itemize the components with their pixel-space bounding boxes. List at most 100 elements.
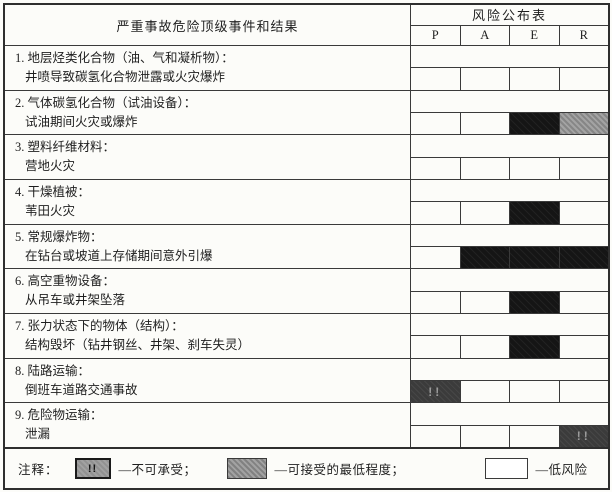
hazard-result: 在钻台或坡道上存储期间意外引爆 (25, 248, 213, 263)
risk-cell-r (560, 292, 609, 313)
risk-cell-a (461, 336, 510, 358)
hazard-event: 5. 常规爆炸物： (15, 229, 103, 244)
hazard-cell: 5. 常规爆炸物： 在钻台或坡道上存储期间意外引爆 (5, 224, 411, 269)
hazard-cell: 7. 张力状态下的物体（结构）： 结构毁坏（钻井钢丝、井架、刹车失灵） (5, 314, 411, 358)
risk-cell-e (510, 68, 560, 90)
risk-cells: !! (411, 380, 608, 403)
risk-cells (411, 112, 608, 135)
risk-cell-p (411, 202, 461, 224)
hazard-event: 1. 地层烃类化合物（油、气和凝析物）： (15, 51, 234, 65)
hazard-cell: 6. 高空重物设备： 从吊车或井架坠落 (5, 269, 411, 314)
risk-strip (411, 269, 608, 290)
risk-cell-group: !! (411, 359, 608, 403)
risk-cell-e (510, 336, 560, 358)
risk-cell-a (461, 202, 510, 224)
hazard-result: 试油期间火灾或爆炸 (25, 114, 138, 129)
risk-cells (411, 246, 608, 269)
hazard-event: 4. 干燥植被： (15, 185, 91, 200)
legend-swatch-min-acceptable (226, 458, 267, 479)
risk-cell-p (411, 336, 461, 358)
column-header-e: E (510, 25, 560, 45)
table-row: 3. 塑料纤维材料： 营地火灾 (5, 134, 609, 180)
hazard-result: 结构毁坏（钻井钢丝、井架、刹车失灵） (25, 338, 251, 353)
risk-cell-e (510, 202, 560, 224)
hazard-event: 9. 危险物运输： (15, 408, 103, 423)
hazard-event: 8. 陆路运输： (15, 363, 91, 378)
risk-strip (411, 403, 608, 424)
risk-column-letters: P A E R (411, 25, 608, 45)
risk-table-title: 风险公布表 (411, 5, 608, 26)
legend-text-low-risk: —低风险 (535, 463, 588, 477)
risk-cell-e (510, 291, 560, 314)
hazard-result: 倒班车道路交通事故 (25, 382, 138, 397)
risk-cell-e (510, 113, 560, 135)
table-row: 6. 高空重物设备： 从吊车或井架坠落 (5, 268, 609, 314)
column-header-r: R (579, 27, 588, 42)
risk-cells (411, 156, 609, 180)
risk-strip (411, 91, 608, 112)
risk-cell-p (411, 113, 461, 135)
risk-strip (411, 225, 608, 246)
risk-cell-p (411, 157, 461, 180)
risk-cell-group (411, 314, 608, 358)
document-frame: 严重事故危险顶级事件和结果 风险公布表 P A E R 1. 地层烃类化合物（油… (3, 3, 610, 490)
hazard-cell: 1. 地层烃类化合物（油、气和凝析物）： 井喷导致碳氢化合物泄露或火灾爆炸 (5, 46, 411, 90)
risk-cell-group (411, 269, 609, 314)
hazard-event: 6. 高空重物设备： (15, 274, 116, 289)
table-row: 8. 陆路运输： 倒班车道路交通事故 !! (5, 357, 608, 403)
risk-cell-r (560, 158, 609, 179)
risk-strip (411, 46, 608, 67)
risk-cell-p: !! (411, 381, 461, 403)
risk-cell-p (411, 291, 461, 314)
risk-strip (411, 180, 608, 201)
risk-cell-r (560, 68, 609, 89)
risk-cell-a (461, 291, 510, 314)
table-header: 严重事故危险顶级事件和结果 风险公布表 P A E R (5, 5, 608, 45)
hazard-event: 7. 张力状态下的物体（结构）： (15, 319, 184, 334)
hazard-cell: 3. 塑料纤维材料： 营地火灾 (5, 135, 411, 180)
hazard-column-header: 严重事故危险顶级事件和结果 (5, 5, 411, 45)
risk-table: 严重事故危险顶级事件和结果 风险公布表 P A E R 1. 地层烃类化合物（油… (5, 5, 608, 449)
risk-cell-r (560, 336, 609, 357)
hazard-cell: 4. 干燥植被： 苇田火灾 (5, 180, 411, 224)
risk-cells (411, 201, 609, 224)
hazard-result: 从吊车或井架坠落 (25, 293, 126, 308)
risk-cell-group (411, 135, 609, 180)
risk-cell-a (461, 157, 510, 180)
risk-cells (411, 290, 609, 314)
risk-cell-e (510, 425, 560, 448)
risk-cell-r (560, 202, 609, 223)
risk-cell-a (461, 68, 510, 90)
hazard-event: 3. 塑料纤维材料： (15, 140, 116, 155)
hazard-cell: 2. 气体碳氢化合物（试油设备）： 试油期间火灾或爆炸 (5, 90, 411, 135)
legend-text-unacceptable: —不可承受； (118, 463, 197, 477)
risk-cell-a (461, 381, 510, 403)
legend-text-min-acceptable: —可接受的最低程度； (274, 463, 405, 477)
risk-cells (411, 67, 609, 90)
legend-label: 注释： (18, 463, 59, 477)
legend: 注释： !! —不可承受； —可接受的最低程度； —低风险 (5, 449, 608, 488)
risk-cell-group (411, 91, 608, 135)
risk-cell-r: !! (559, 425, 608, 448)
table-row: 1. 地层烃类化合物（油、气和凝析物）： 井喷导致碳氢化合物泄露或火灾爆炸 (5, 45, 608, 90)
table-row: 4. 干燥植被： 苇田火灾 (5, 179, 608, 224)
risk-cell-group (411, 180, 608, 224)
table-body: 1. 地层烃类化合物（油、气和凝析物）： 井喷导致碳氢化合物泄露或火灾爆炸 (5, 45, 609, 448)
risk-strip (411, 135, 608, 156)
risk-cell-group: !! (411, 403, 608, 448)
hazard-result: 营地火灾 (25, 159, 76, 174)
risk-strip (411, 359, 608, 380)
risk-cells: !! (411, 424, 608, 448)
risk-column-header-group: 风险公布表 P A E R (411, 5, 608, 45)
hazard-result: 苇田火灾 (25, 204, 76, 219)
hazard-event: 2. 气体碳氢化合物（试油设备）： (15, 95, 197, 110)
risk-cell-a (460, 247, 510, 269)
risk-cell-group (411, 225, 608, 269)
risk-cell-group (411, 46, 608, 90)
column-header-p: P (411, 25, 461, 45)
legend-swatch-unacceptable: !! (74, 458, 111, 479)
hazard-cell: 9. 危险物运输： 泄漏 (5, 403, 411, 448)
risk-cell-p (411, 68, 461, 90)
risk-cell-a (461, 425, 510, 448)
